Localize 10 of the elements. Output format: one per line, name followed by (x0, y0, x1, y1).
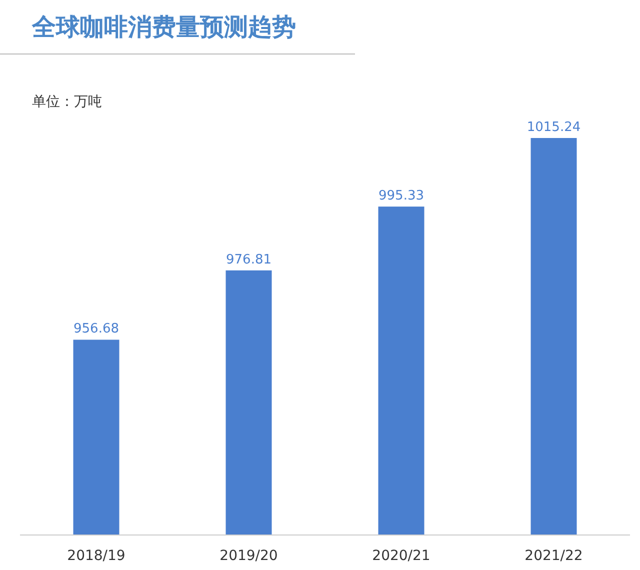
annotation: 单位：万吨 (32, 94, 102, 110)
x-tick-label: 2020/21 (372, 548, 430, 564)
x-tick-label: 2018/19 (67, 548, 126, 564)
data-label: 956.68 (74, 322, 119, 337)
data-label: 976.81 (226, 252, 272, 268)
data-label: 995.33 (378, 188, 424, 204)
chart-title: 全球咖啡消费量预测趋势 (31, 13, 296, 41)
data-label: 1015.24 (526, 120, 581, 135)
x-tick-label: 2019/20 (220, 548, 278, 564)
x-tick-label: 2021/22 (524, 548, 583, 564)
